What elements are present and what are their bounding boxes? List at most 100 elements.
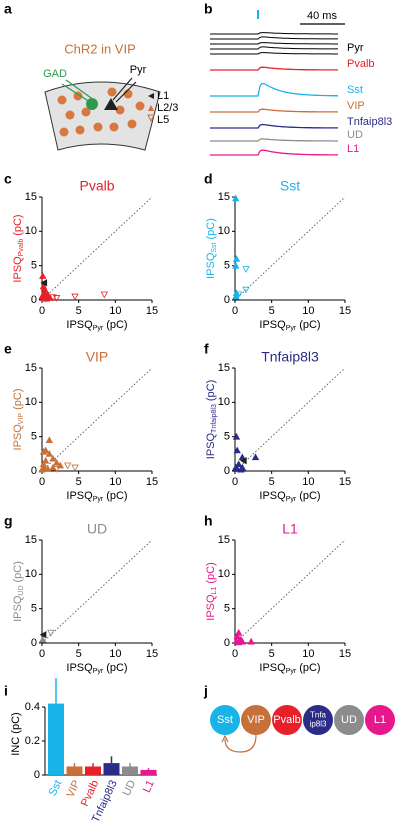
identity-line [234, 196, 346, 301]
y-axis-label: INC (pC) [10, 712, 22, 755]
node-label: ip8l3 [310, 720, 327, 729]
identity-line [234, 539, 346, 644]
x-tick-label: 10 [109, 305, 121, 317]
x-tick-label: 15 [146, 476, 158, 488]
x-label-part: (pC) [299, 490, 320, 502]
x-tick-label: 5 [269, 476, 275, 488]
node [334, 705, 364, 735]
pyr-cell [104, 98, 118, 110]
bar [140, 769, 157, 775]
x-label-part: Pyr [93, 496, 104, 503]
schematic-title: ChR2 in VIP [64, 41, 136, 56]
x-label-part: IPSQ [259, 319, 286, 331]
data-point [41, 295, 50, 303]
x-label-part: IPSQ [66, 662, 93, 674]
trace-label: Tnfaip8l3 [347, 116, 392, 128]
x-tick-label: 5 [76, 476, 82, 488]
trace [210, 52, 338, 55]
x-axis-label: IPSQPyr (pC) [259, 662, 320, 675]
y-tick-label: 15 [25, 362, 37, 374]
y-axis-label: IPSQUD (pC) [12, 561, 25, 622]
panel-label: d [204, 171, 213, 187]
y-label-part: VIP [18, 413, 25, 425]
node-label: Tnfa [310, 711, 327, 720]
x-tick-label: 5 [76, 648, 82, 660]
data-point [234, 291, 243, 299]
x-tick-label: 10 [302, 648, 314, 660]
gad-cell [86, 98, 98, 110]
node [303, 705, 333, 735]
data-point [247, 637, 255, 645]
identity-line [41, 539, 153, 644]
panel-label: g [4, 513, 13, 529]
data-point [239, 457, 247, 465]
y-tick-label: 5 [31, 260, 37, 272]
legend-marker-l23 [148, 105, 154, 111]
x-tick-label: 15 [339, 648, 351, 660]
y-label-part: IPSQ [12, 595, 24, 622]
x-label-part: Pyr [286, 668, 297, 675]
y-tick-label: 0 [31, 465, 37, 477]
identity-line [41, 196, 153, 301]
data-point [232, 432, 241, 440]
node [210, 705, 240, 735]
legend-marker-l1 [148, 93, 154, 99]
x-axis-label: IPSQPyr (pC) [66, 319, 127, 332]
y-axis-label: IPSQL1 (pC) [205, 562, 218, 620]
trace-label: UD [347, 129, 363, 141]
y-tick-label: 0 [224, 294, 230, 306]
data-point [52, 458, 61, 466]
panel-label: f [204, 341, 209, 357]
y-tick-label: 15 [25, 534, 37, 546]
y-tick-label: 10 [218, 568, 230, 580]
x-label-part: (pC) [106, 662, 127, 674]
y-axis-label: IPSQPvalb (pC) [12, 214, 25, 282]
node [365, 705, 395, 735]
x-tick-label: 15 [146, 305, 158, 317]
data-point [100, 291, 109, 299]
data-point [63, 462, 72, 470]
y-tick-label: 5 [31, 431, 37, 443]
node [272, 705, 302, 735]
y-label-part: Sst [211, 242, 218, 252]
arrow-head [221, 734, 229, 743]
data-point [39, 635, 47, 643]
data-point [232, 254, 241, 262]
panel-label: i [4, 683, 8, 699]
identity-line [41, 367, 153, 472]
y-tick-label: 0 [224, 637, 230, 649]
x-tick-label: 0 [39, 648, 45, 660]
x-label-part: Pyr [93, 668, 104, 675]
x-tick-label: L1 [141, 778, 157, 794]
trace [210, 36, 338, 40]
data-point [47, 629, 55, 637]
x-tick-label: 5 [269, 648, 275, 660]
y-label-part: (pC) [205, 562, 217, 583]
x-label-part: Pyr [93, 325, 104, 332]
x-tick-label: 0 [39, 305, 45, 317]
data-point [45, 436, 54, 443]
x-label-part: Pyr [286, 496, 297, 503]
x-tick-label: 0 [232, 648, 238, 660]
data-point [40, 279, 48, 287]
gad-electrode [61, 79, 95, 103]
legend-label: L2/3 [157, 102, 178, 114]
x-label-part: IPSQ [66, 490, 93, 502]
data-point [38, 465, 46, 473]
legend-marker-l5 [147, 114, 155, 123]
x-tick-label: 15 [339, 476, 351, 488]
trace-label: L1 [347, 143, 359, 155]
trace [210, 123, 338, 129]
node-label: L1 [374, 714, 386, 726]
panel-label: a [4, 1, 12, 17]
y-label-part: UD [18, 585, 25, 595]
y-tick-label: 5 [224, 431, 230, 443]
x-tick-label: 10 [109, 476, 121, 488]
legend-label: L5 [157, 114, 169, 126]
bar [103, 763, 120, 775]
data-point [71, 464, 79, 472]
y-tick-label: 10 [218, 225, 230, 237]
y-tick-label: 5 [224, 260, 230, 272]
y-label-part: (pC) [12, 389, 24, 410]
